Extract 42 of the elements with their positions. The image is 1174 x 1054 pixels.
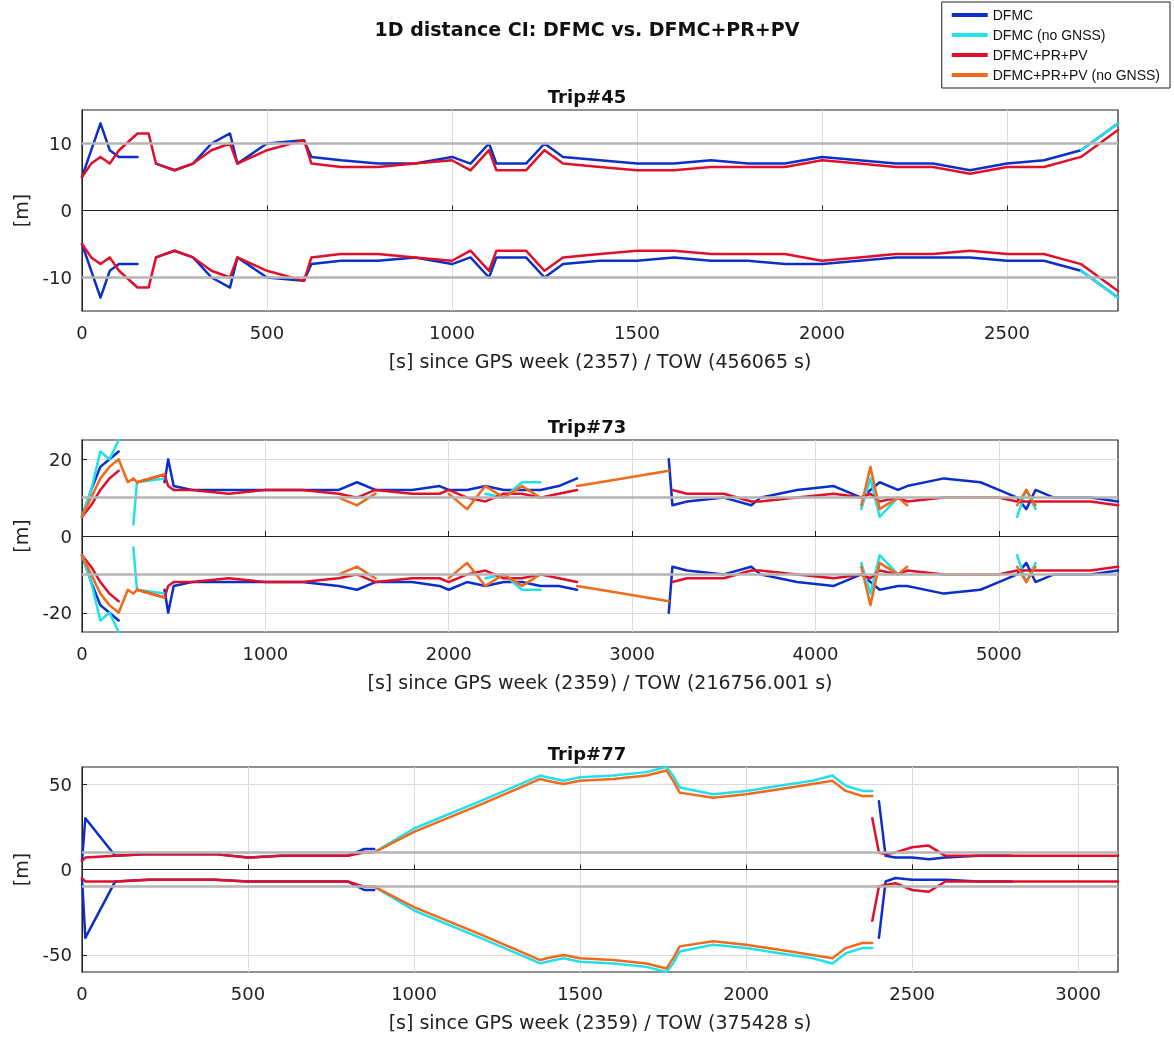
x-tick-label: 2000 (425, 642, 472, 664)
x-tick-label: 1500 (614, 321, 660, 343)
legend-label: DFMC+PR+PV (no GNSS) (992, 67, 1160, 83)
x-tick-label: 500 (230, 982, 266, 1004)
x-axis-title: [s] since GPS week (2359) / TOW (375428 s) (388, 1010, 812, 1033)
y-tick-label: -50 (42, 944, 72, 966)
x-tick-label: 0 (76, 982, 88, 1004)
x-axis-title: [s] since GPS week (2359) / TOW (216756.001 s) (367, 670, 833, 693)
chart-title: 1D distance CI: DFMC vs. DFMC+PR+PV (374, 17, 800, 40)
x-tick-label: 500 (249, 321, 285, 343)
y-tick-label: 0 (60, 859, 72, 880)
x-tick-label: 0 (76, 321, 88, 343)
x-tick-label: 2500 (984, 321, 1030, 343)
chart-subtitle: Trip#45 (547, 85, 627, 107)
x-tick-label: 1000 (429, 321, 475, 343)
y-tick-label: 10 (49, 133, 72, 154)
x-tick-label: 2500 (889, 982, 936, 1004)
y-axis-title: [m] (9, 193, 32, 228)
y-tick-label: 0 (60, 525, 72, 547)
y-axis-title: [m] (9, 852, 32, 887)
legend-label: DFMC (no GNSS) (992, 27, 1106, 43)
y-tick-label: 50 (49, 773, 72, 795)
x-tick-label: 1500 (557, 982, 603, 1004)
chart-title: Trip#77 (547, 742, 627, 764)
chart-title: Trip#73 (547, 415, 627, 437)
x-tick-label: 1000 (242, 642, 289, 664)
x-tick-label: 1000 (391, 982, 437, 1004)
y-tick-label: 20 (49, 448, 72, 470)
x-tick-label: 2000 (799, 321, 845, 343)
x-tick-label: 3000 (609, 642, 655, 664)
legend-label: DFMC+PR+PV (992, 47, 1089, 63)
y-axis-title: [m] (9, 519, 32, 553)
x-tick-label: 4000 (792, 642, 839, 664)
x-axis-title: [s] since GPS week (2357) / TOW (456065 s) (388, 349, 812, 372)
legend-label: DFMC (992, 7, 1034, 23)
x-tick-label: 0 (76, 642, 88, 664)
y-tick-label: -10 (42, 267, 72, 288)
x-tick-label: 5000 (975, 642, 1022, 664)
y-tick-label: 0 (60, 200, 72, 221)
x-tick-label: 2000 (723, 982, 770, 1004)
y-tick-label: -20 (42, 602, 72, 624)
x-tick-label: 3000 (1055, 982, 1102, 1004)
